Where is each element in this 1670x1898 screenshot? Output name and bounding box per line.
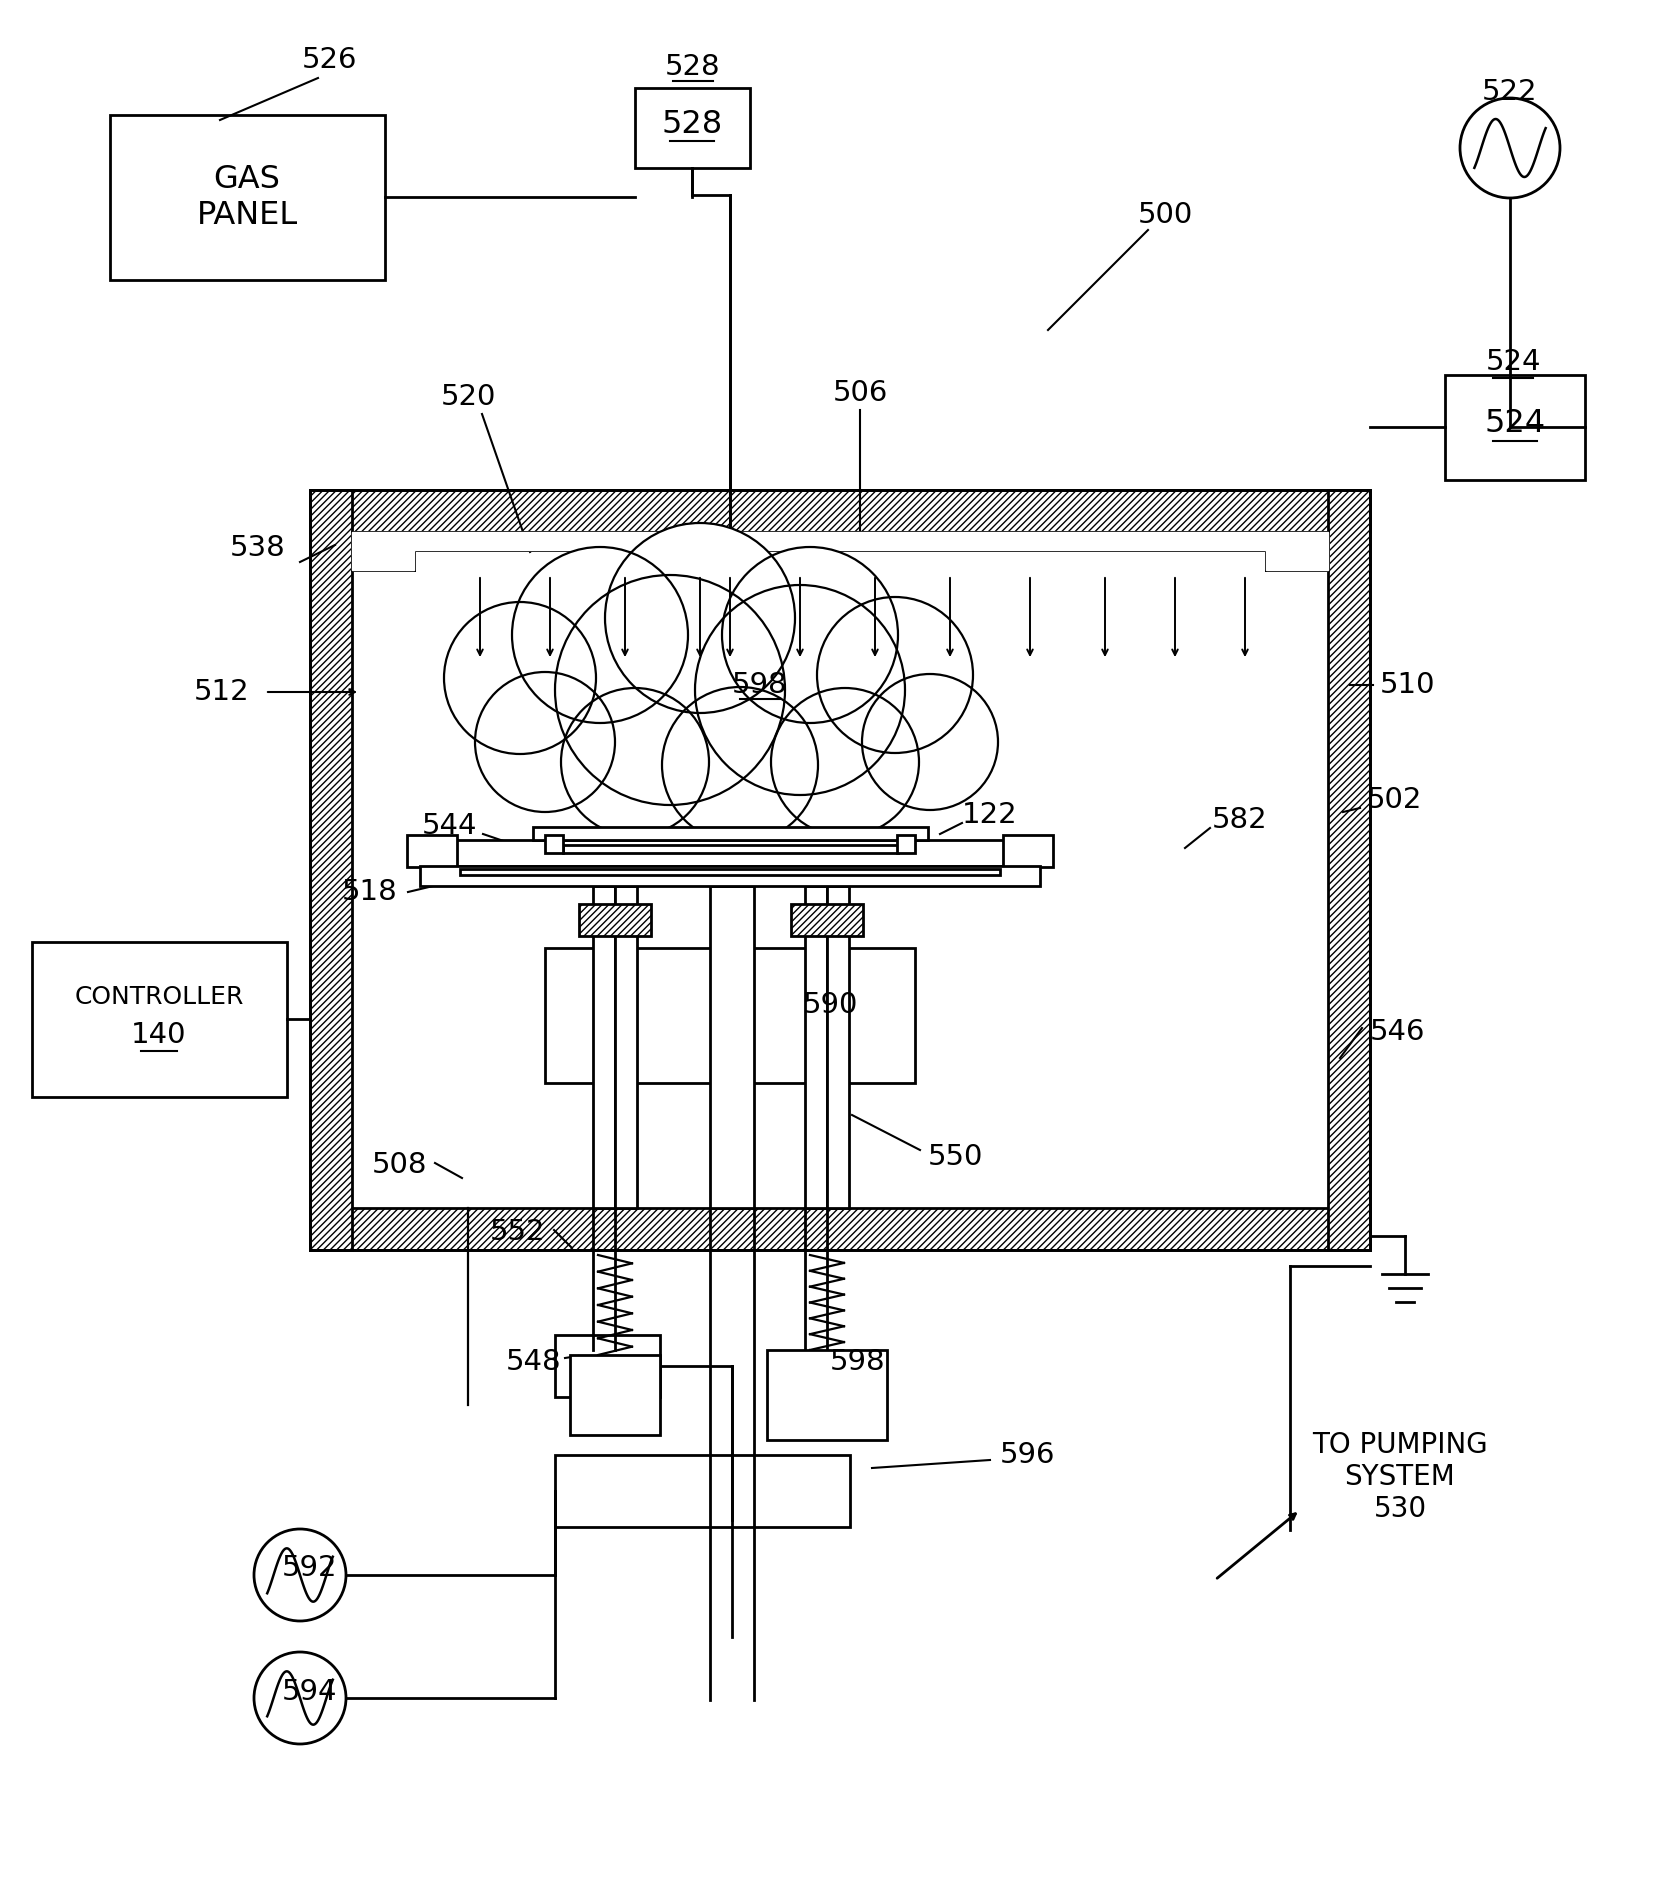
Bar (710, 886, 753, 1207)
Bar (1004, 835, 1054, 867)
Circle shape (772, 687, 919, 835)
Text: 500: 500 (1137, 201, 1192, 230)
Text: 544: 544 (423, 812, 478, 841)
Text: PANEL: PANEL (197, 199, 297, 230)
Text: 594: 594 (282, 1678, 337, 1706)
Text: 548: 548 (506, 1348, 561, 1376)
Text: 524: 524 (1485, 408, 1545, 438)
Circle shape (721, 547, 898, 723)
Circle shape (513, 547, 688, 723)
Text: 526: 526 (302, 46, 357, 74)
Text: 550: 550 (927, 1143, 982, 1171)
Circle shape (254, 1651, 346, 1744)
Bar (1328, 490, 1369, 1251)
Text: TO PUMPING: TO PUMPING (1313, 1431, 1488, 1460)
Bar (110, 116, 386, 281)
Bar (569, 1355, 660, 1435)
Polygon shape (352, 531, 1328, 569)
Bar (407, 835, 458, 867)
Bar (419, 865, 1040, 886)
Bar (615, 886, 636, 1207)
Bar (544, 947, 915, 1084)
Bar (311, 490, 352, 1251)
Text: 506: 506 (832, 380, 888, 406)
Text: 522: 522 (1483, 78, 1538, 106)
Text: 518: 518 (342, 879, 397, 905)
Text: 508: 508 (372, 1150, 428, 1179)
Text: 582: 582 (1212, 807, 1268, 833)
Bar (767, 1349, 887, 1441)
Circle shape (661, 687, 818, 843)
Text: 140: 140 (132, 1021, 187, 1050)
Bar (533, 828, 929, 841)
Text: 528: 528 (661, 108, 723, 139)
Text: SYSTEM: SYSTEM (1344, 1463, 1455, 1492)
Text: 510: 510 (1379, 672, 1435, 698)
Circle shape (695, 585, 905, 795)
Bar (579, 903, 651, 936)
Text: 552: 552 (491, 1219, 546, 1245)
Circle shape (817, 598, 974, 754)
Bar (311, 1207, 1369, 1251)
Bar (805, 886, 827, 1207)
Bar (32, 941, 287, 1097)
Bar (897, 835, 915, 852)
Text: 596: 596 (1000, 1441, 1055, 1469)
Circle shape (605, 524, 795, 714)
Text: 598: 598 (830, 1348, 885, 1376)
Text: 592: 592 (282, 1554, 337, 1583)
Bar (311, 490, 1369, 1251)
Bar (459, 869, 1000, 875)
Text: 598: 598 (731, 672, 788, 698)
Text: 520: 520 (441, 383, 496, 412)
Circle shape (444, 602, 596, 754)
Circle shape (561, 687, 710, 835)
Text: 546: 546 (1371, 1017, 1426, 1046)
Circle shape (1460, 99, 1560, 197)
Text: 122: 122 (962, 801, 1017, 829)
Bar (1445, 376, 1585, 480)
Bar (311, 490, 1369, 531)
Text: 524: 524 (1485, 347, 1541, 376)
Circle shape (474, 672, 615, 812)
Bar (593, 886, 615, 1207)
Bar (544, 835, 563, 852)
Circle shape (862, 674, 999, 810)
Text: 590: 590 (802, 991, 858, 1019)
Text: 530: 530 (1373, 1496, 1426, 1522)
Text: 528: 528 (665, 53, 721, 82)
Bar (563, 845, 898, 852)
Bar (554, 1334, 660, 1397)
Text: CONTROLLER: CONTROLLER (73, 985, 244, 1010)
Text: 502: 502 (1366, 786, 1421, 814)
Bar (554, 1456, 850, 1528)
Bar (635, 87, 750, 169)
Bar (444, 841, 1015, 865)
Bar (827, 886, 848, 1207)
Text: GAS: GAS (214, 163, 281, 194)
Text: 512: 512 (194, 678, 250, 706)
Circle shape (254, 1530, 346, 1621)
Bar (792, 903, 863, 936)
Circle shape (554, 575, 785, 805)
Text: 538: 538 (230, 533, 286, 562)
